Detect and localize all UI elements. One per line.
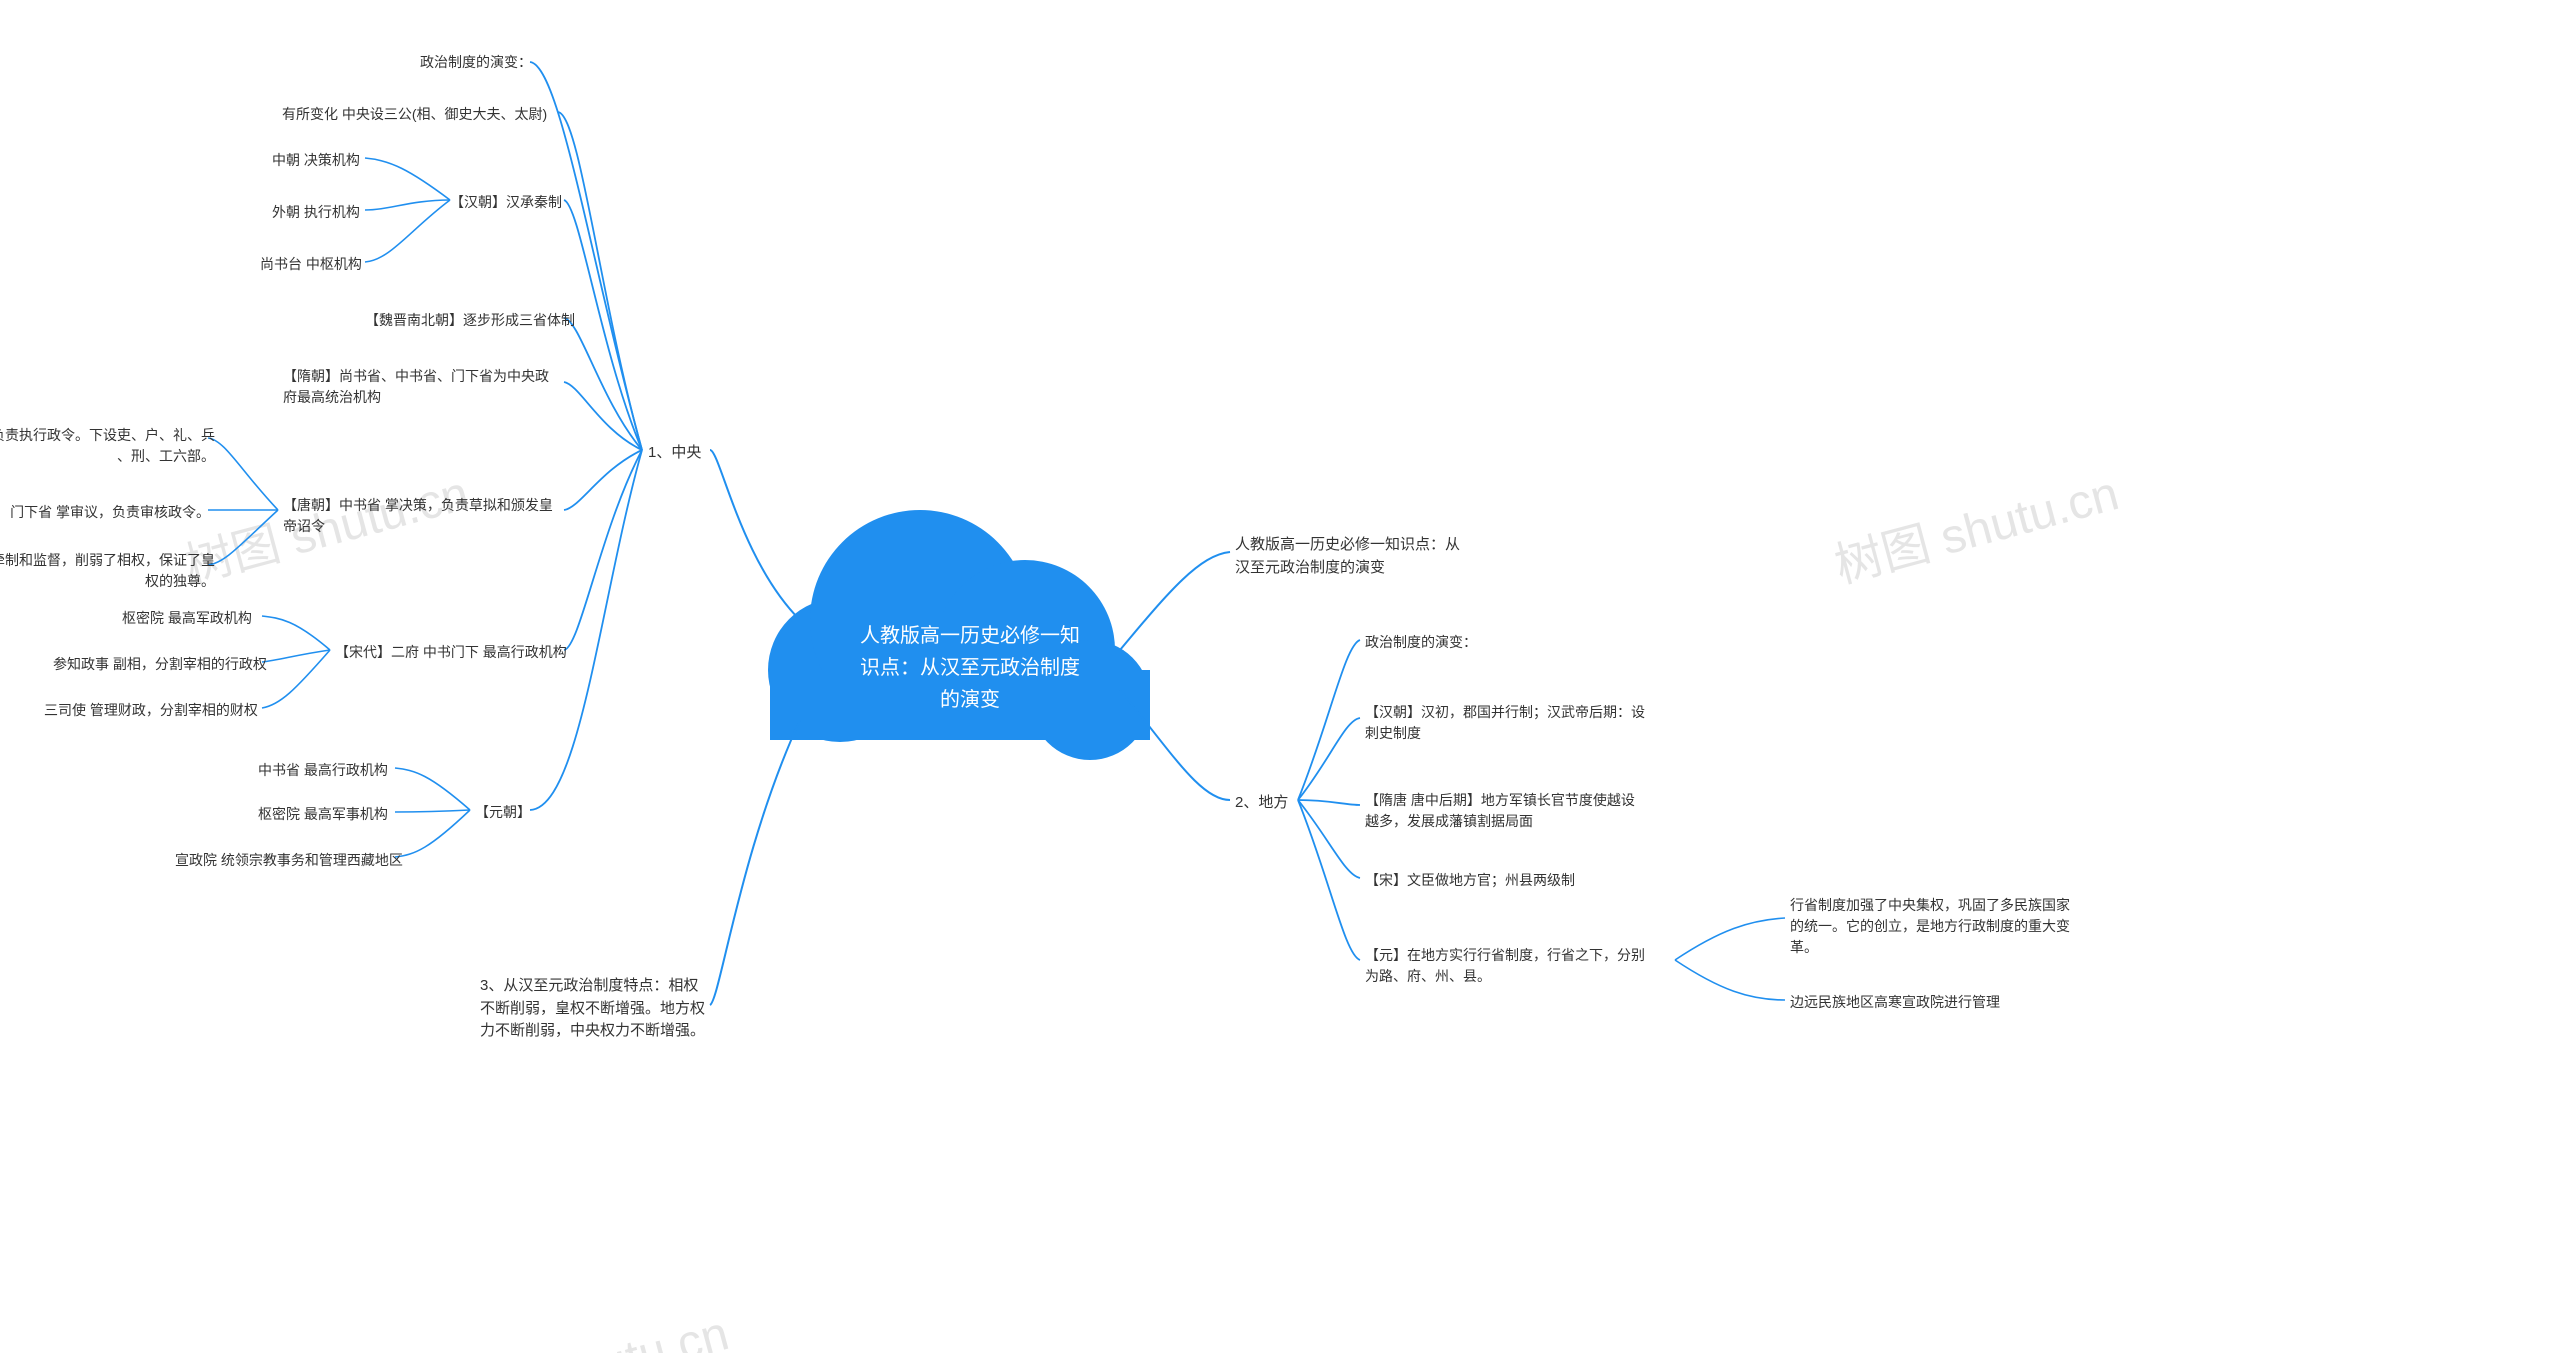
left-b1-c7-d3: 宣政院 统领宗教事务和管理西藏地区: [175, 850, 403, 871]
left-b1-c6-d1: 枢密院 最高军政机构: [122, 608, 252, 629]
watermark-3: 树图 shutu.cn: [436, 1294, 735, 1353]
left-b1-c5-d3: 三省相互牵制和监督，削弱了相权，保证了皇 权的独尊。: [0, 550, 215, 592]
left-b1-c3: 【魏晋南北朝】逐步形成三省体制: [365, 310, 575, 331]
left-b1-c7: 【元朝】: [475, 802, 531, 823]
left-b1-c6-d2: 参知政事 副相，分割宰相的行政权: [53, 654, 267, 675]
left-b1-c2-d2: 外朝 执行机构: [272, 202, 360, 223]
left-b1-c0: 政治制度的演变：: [420, 52, 532, 73]
left-b1-c4: 【隋朝】尚书省、中书省、门下省为中央政 府最高统治机构: [283, 366, 573, 408]
left-b1: 1、中央: [648, 442, 701, 465]
left-b1-c5-d1: 尚书省 负责执行政令。下设吏、户、礼、兵 、刑、工六部。: [0, 425, 215, 467]
left-b1-c5: 【唐朝】中书省 掌决策，负责草拟和颁发皇 帝诏令: [283, 495, 573, 537]
left-b1-c7-d2: 枢密院 最高军事机构: [258, 804, 388, 825]
left-b3: 3、从汉至元政治制度特点：相权 不断削弱，皇权不断增强。地方权 力不断削弱，中央…: [480, 975, 720, 1043]
left-b1-c5-d2: 门下省 掌审议，负责审核政令。: [0, 502, 210, 523]
left-b1-c1: 有所变化 中央设三公(相、御史大夫、太尉): [282, 104, 547, 125]
left-b1-c6-d3: 三司使 管理财政，分割宰相的财权: [44, 700, 258, 721]
right-b2-c4-d2: 边远民族地区高寒宣政院进行管理: [1790, 992, 2000, 1013]
right-b2-c4-d1: 行省制度加强了中央集权，巩固了多民族国家 的统一。它的创立，是地方行政制度的重大…: [1790, 895, 2100, 958]
left-b1-c7-d1: 中书省 最高行政机构: [258, 760, 388, 781]
watermark-2: 树图 shutu.cn: [1826, 454, 2125, 597]
left-b1-c2-d1: 中朝 决策机构: [272, 150, 360, 171]
central-node: 人教版高一历史必修一知 识点：从汉至元政治制度 的演变: [840, 620, 1100, 716]
left-b1-c6: 【宋代】二府 中书门下 最高行政机构: [335, 642, 567, 663]
right-b2: 2、地方: [1235, 792, 1288, 815]
left-b1-c2: 【汉朝】汉承秦制: [450, 192, 562, 213]
right-b2-c2: 【隋唐 唐中后期】地方军镇长官节度使越设 越多，发展成藩镇割据局面: [1365, 790, 1675, 832]
right-b2-c0: 政治制度的演变：: [1365, 632, 1477, 653]
left-b1-c2-d3: 尚书台 中枢机构: [260, 254, 362, 275]
connection-layer: [0, 0, 2560, 1353]
right-b1: 人教版高一历史必修一知识点：从 汉至元政治制度的演变: [1235, 534, 1495, 579]
right-b2-c4: 【元】在地方实行行省制度，行省之下，分别 为路、府、州、县。: [1365, 945, 1675, 987]
right-b2-c1: 【汉朝】汉初，郡国并行制；汉武帝后期：设 刺史制度: [1365, 702, 1675, 744]
right-b2-c3: 【宋】文臣做地方官；州县两级制: [1365, 870, 1575, 891]
